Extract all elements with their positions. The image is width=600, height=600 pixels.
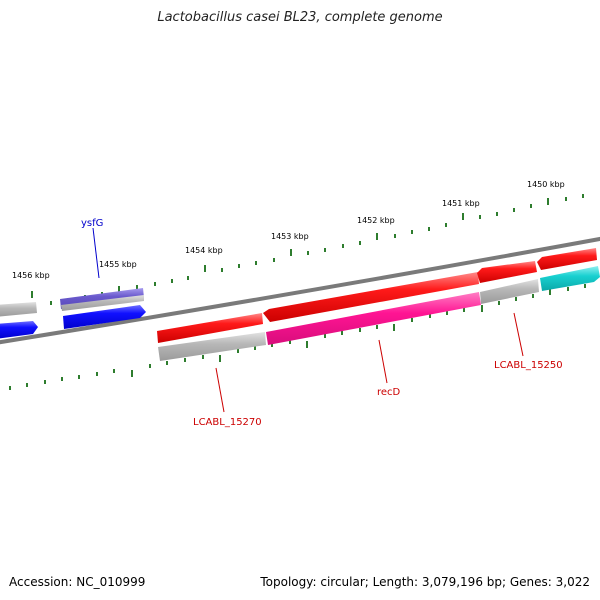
tick-label-1453: 1453 kbp — [271, 232, 309, 241]
tick-label-1454: 1454 kbp — [185, 246, 223, 255]
ysfG-leader-line — [92, 227, 100, 279]
inner-tick-ring — [9, 284, 586, 390]
tick-label-1456: 1456 kbp — [12, 271, 50, 280]
gene-label-lcabl-15250[interactable]: LCABL_15250 — [494, 360, 563, 371]
gene-feature-ysfG-gray[interactable] — [61, 295, 144, 311]
gene-feature-LCABL_15250[interactable] — [540, 266, 600, 291]
outer-tick-ring — [13, 194, 584, 311]
gene-label-lcabl-15270[interactable]: LCABL_15270 — [193, 417, 262, 428]
gene-label-recD[interactable]: recD — [377, 387, 401, 398]
tick-label-1450: 1450 kbp — [527, 180, 565, 189]
forward-strand-features — [0, 248, 597, 343]
gene-feature-red-4[interactable] — [537, 248, 597, 270]
gene-feature-recD[interactable] — [266, 292, 481, 345]
recD-leader-line — [378, 339, 388, 384]
lcabl-15250-leader-line — [513, 312, 524, 357]
genome-summary-text: Topology: circular; Length: 3,079,196 bp… — [260, 575, 590, 589]
gene-feature-red-3[interactable] — [477, 261, 537, 283]
gene-feature-gray-right[interactable] — [480, 279, 539, 304]
gene-feature-gray-left[interactable] — [0, 302, 37, 317]
map-title: Lactobacillus casei BL23, complete genom… — [157, 10, 443, 25]
reverse-strand-features — [0, 266, 600, 361]
gene-label-ysfG[interactable]: ysfG — [81, 218, 103, 229]
tick-label-1455: 1455 kbp — [99, 260, 137, 269]
tick-label-1451: 1451 kbp — [442, 199, 480, 208]
accession-text: Accession: NC_010999 — [9, 575, 146, 589]
lcabl-15270-leader-line — [215, 367, 225, 413]
genome-backbone — [0, 236, 600, 345]
gene-feature-red-2[interactable] — [263, 272, 479, 322]
tick-label-1452: 1452 kbp — [357, 216, 395, 225]
gene-feature-red-1[interactable] — [157, 313, 263, 343]
gene-feature-blue-left[interactable] — [0, 321, 38, 339]
gene-feature-LCABL_15270[interactable] — [158, 332, 266, 361]
gene-feature-blue[interactable] — [63, 305, 146, 329]
